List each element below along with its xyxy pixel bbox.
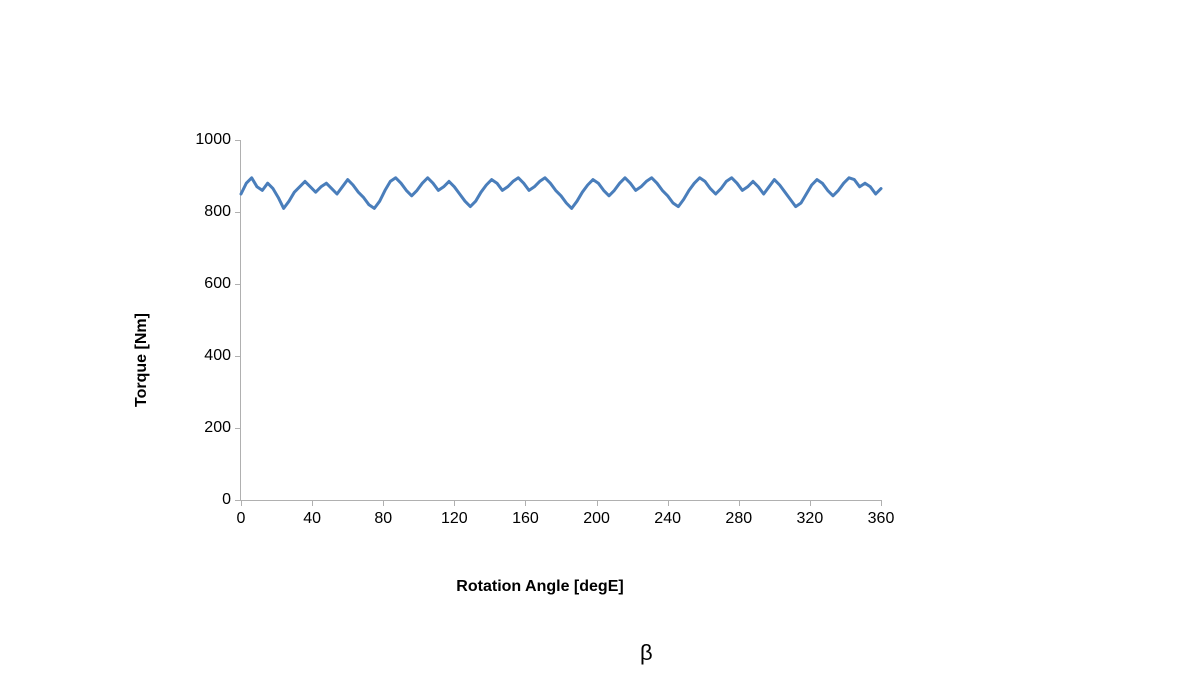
y-tick-label: 800 [204, 203, 231, 221]
x-axis-label: Rotation Angle [degE] [456, 578, 623, 596]
y-tick-label: 0 [222, 491, 231, 509]
x-tick-label: 0 [237, 510, 246, 528]
x-tick-mark [241, 500, 242, 506]
x-tick-label: 280 [725, 510, 752, 528]
x-tick-label: 40 [303, 510, 321, 528]
x-tick-label: 240 [654, 510, 681, 528]
x-tick-mark [525, 500, 526, 506]
x-tick-mark [881, 500, 882, 506]
x-tick-mark [668, 500, 669, 506]
x-tick-mark [597, 500, 598, 506]
stage: Torque [Nm] 0200400600800100004080120160… [0, 0, 1190, 677]
x-tick-mark [454, 500, 455, 506]
y-tick-label: 600 [204, 275, 231, 293]
x-tick-label: 160 [512, 510, 539, 528]
y-tick-mark [235, 140, 241, 141]
x-tick-label: 320 [797, 510, 824, 528]
torque-line [241, 140, 881, 500]
x-tick-label: 80 [374, 510, 392, 528]
beta-glyph: β [640, 640, 653, 666]
y-tick-label: 400 [204, 347, 231, 365]
x-tick-label: 360 [868, 510, 895, 528]
x-tick-label: 120 [441, 510, 468, 528]
y-tick-label: 200 [204, 419, 231, 437]
plot-area: 0200400600800100004080120160200240280320… [240, 140, 881, 501]
x-tick-mark [312, 500, 313, 506]
y-tick-label: 1000 [195, 131, 231, 149]
y-tick-mark [235, 356, 241, 357]
y-tick-mark [235, 212, 241, 213]
x-tick-mark [739, 500, 740, 506]
x-tick-mark [383, 500, 384, 506]
y-tick-mark [235, 284, 241, 285]
x-tick-mark [810, 500, 811, 506]
x-tick-label: 200 [583, 510, 610, 528]
y-tick-mark [235, 428, 241, 429]
torque-series-path [241, 178, 881, 209]
y-axis-label: Torque [Nm] [133, 313, 151, 407]
chart-container: Torque [Nm] 0200400600800100004080120160… [160, 130, 920, 590]
